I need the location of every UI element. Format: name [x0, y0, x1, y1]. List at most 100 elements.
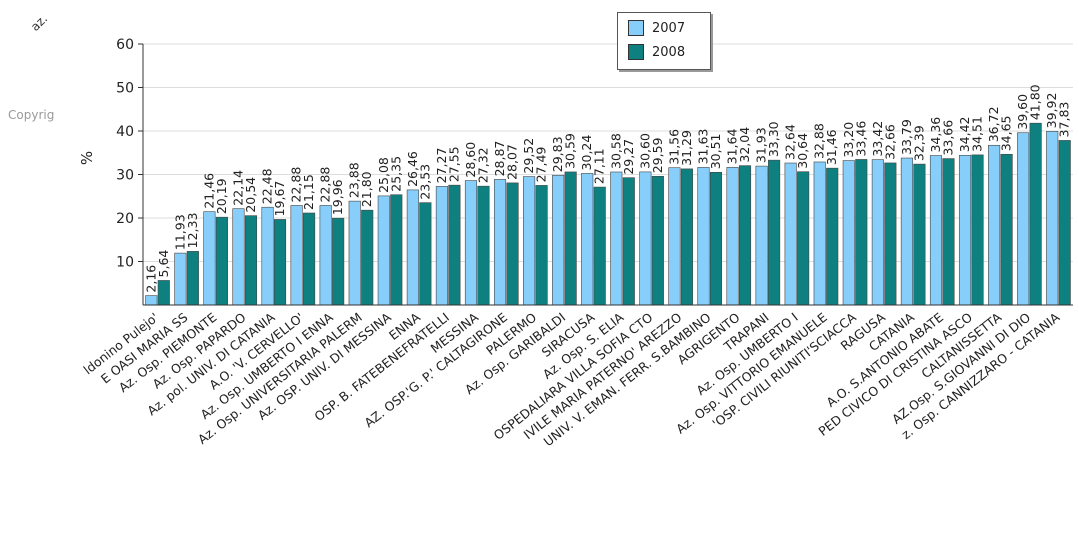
data-label-2008: 32,04 [737, 127, 752, 163]
bar-2008 [855, 159, 868, 306]
data-label-2007: 33,79 [899, 119, 914, 155]
bar-2007 [929, 155, 943, 306]
data-label-2007: 26,46 [405, 151, 420, 187]
data-label-2007: 31,56 [666, 129, 681, 165]
bar-2008 [826, 167, 839, 306]
bar-2008 [215, 216, 228, 306]
data-label-2007: 31,64 [725, 129, 740, 165]
data-label-2008: 20,19 [214, 178, 229, 214]
bar-2008 [884, 162, 897, 306]
bar-2008 [709, 171, 723, 306]
bar-2008 [535, 185, 548, 306]
data-label-2007: 28,87 [492, 141, 507, 177]
data-label-2008: 5,64 [156, 250, 171, 278]
bar-2007 [668, 167, 681, 306]
data-label-2007: 22,48 [260, 168, 275, 204]
data-label-2008: 34,51 [970, 116, 985, 152]
bar-2008 [1000, 153, 1013, 306]
data-label-2007: 27,27 [434, 148, 449, 184]
bar-2008 [332, 217, 345, 306]
y-tick-label: 10 [116, 255, 134, 271]
data-label-2007: 23,88 [347, 162, 362, 198]
data-label-2007: 22,14 [230, 170, 245, 206]
data-label-2008: 29,59 [650, 137, 665, 173]
data-label-2007: 22,88 [289, 167, 304, 203]
data-label-2007: 25,08 [376, 157, 391, 193]
data-label-2008: 33,30 [766, 121, 781, 157]
y-tick-label: 50 [116, 81, 134, 97]
legend: 2007 2008 [617, 12, 711, 70]
data-label-2008: 30,59 [563, 133, 578, 169]
data-label-2008: 37,83 [1057, 102, 1072, 138]
bar-2008 [797, 171, 810, 306]
y-tick-label: 60 [116, 37, 134, 53]
bar-2007 [1017, 132, 1030, 306]
data-label-2007: 29,52 [521, 138, 536, 174]
bar-2007 [203, 211, 216, 306]
bar-2008 [622, 177, 635, 306]
bar-2007 [842, 160, 855, 306]
data-label-2008: 29,27 [621, 139, 636, 175]
legend-item-2007: 2007 [628, 19, 685, 37]
bar-2008 [186, 251, 199, 306]
bar-2007 [1046, 131, 1059, 306]
data-label-2008: 31,46 [824, 129, 839, 165]
y-tick-label: 30 [116, 168, 134, 184]
y-axis-label: % [78, 151, 96, 165]
bar-2008 [942, 158, 955, 306]
data-label-2008: 21,80 [359, 171, 374, 207]
data-label-2008: 12,33 [185, 213, 200, 249]
bar-2008 [157, 280, 170, 306]
bar-2008 [244, 215, 258, 306]
bar-2008 [738, 165, 752, 306]
bar-2008 [564, 171, 577, 306]
bar-2007 [232, 208, 245, 306]
data-label-2007: 39,60 [1015, 94, 1030, 130]
bar-series [145, 122, 1071, 306]
legend-item-2008: 2008 [628, 43, 685, 61]
data-label-2008: 41,80 [1028, 84, 1043, 120]
bar-2008 [971, 154, 984, 306]
bar-2007 [813, 161, 826, 306]
bar-2007 [552, 174, 565, 306]
data-label-2007: 31,63 [695, 129, 710, 165]
data-label-2008: 31,29 [679, 130, 694, 166]
data-label-2008: 33,46 [853, 121, 868, 157]
data-label-2007: 30,24 [579, 135, 594, 171]
data-label-2008: 33,66 [940, 120, 955, 156]
legend-swatch-2008 [628, 44, 644, 60]
legend-swatch-2007 [628, 20, 644, 36]
data-label-2008: 19,67 [272, 181, 287, 217]
bar-2007 [784, 162, 797, 306]
y-tick-label: 20 [116, 211, 134, 227]
bar-2007 [900, 157, 913, 306]
data-label-2008: 21,15 [301, 174, 316, 210]
y-tick-label: 40 [116, 124, 134, 140]
data-label-2008: 25,35 [388, 156, 403, 192]
bar-2007 [493, 179, 507, 306]
bar-2008 [390, 194, 403, 306]
bar-2007 [174, 252, 187, 306]
bar-2007 [145, 295, 158, 306]
bar-2008 [651, 175, 664, 306]
data-label-2008: 27,55 [446, 146, 461, 182]
bar-2007 [348, 200, 361, 306]
bar-2008 [913, 163, 926, 306]
data-label-2007: 33,42 [870, 121, 885, 157]
bar-2007 [523, 176, 536, 306]
bar-2008 [680, 168, 693, 306]
bar-2007 [871, 159, 884, 306]
data-label-2008: 34,65 [999, 115, 1014, 151]
bar-2007 [464, 180, 478, 306]
data-label-2007: 32,64 [783, 124, 798, 160]
bar-2008 [419, 202, 432, 306]
bar-2007 [319, 205, 332, 306]
bar-2008 [303, 212, 316, 306]
y-tick-labels: 10 20 30 40 50 60 [116, 37, 134, 271]
bar-2008 [273, 219, 287, 306]
legend-label-2007: 2007 [652, 20, 686, 36]
bar-2008 [477, 185, 490, 306]
legend-label-2008: 2008 [652, 44, 686, 60]
bar-2007 [435, 186, 448, 306]
